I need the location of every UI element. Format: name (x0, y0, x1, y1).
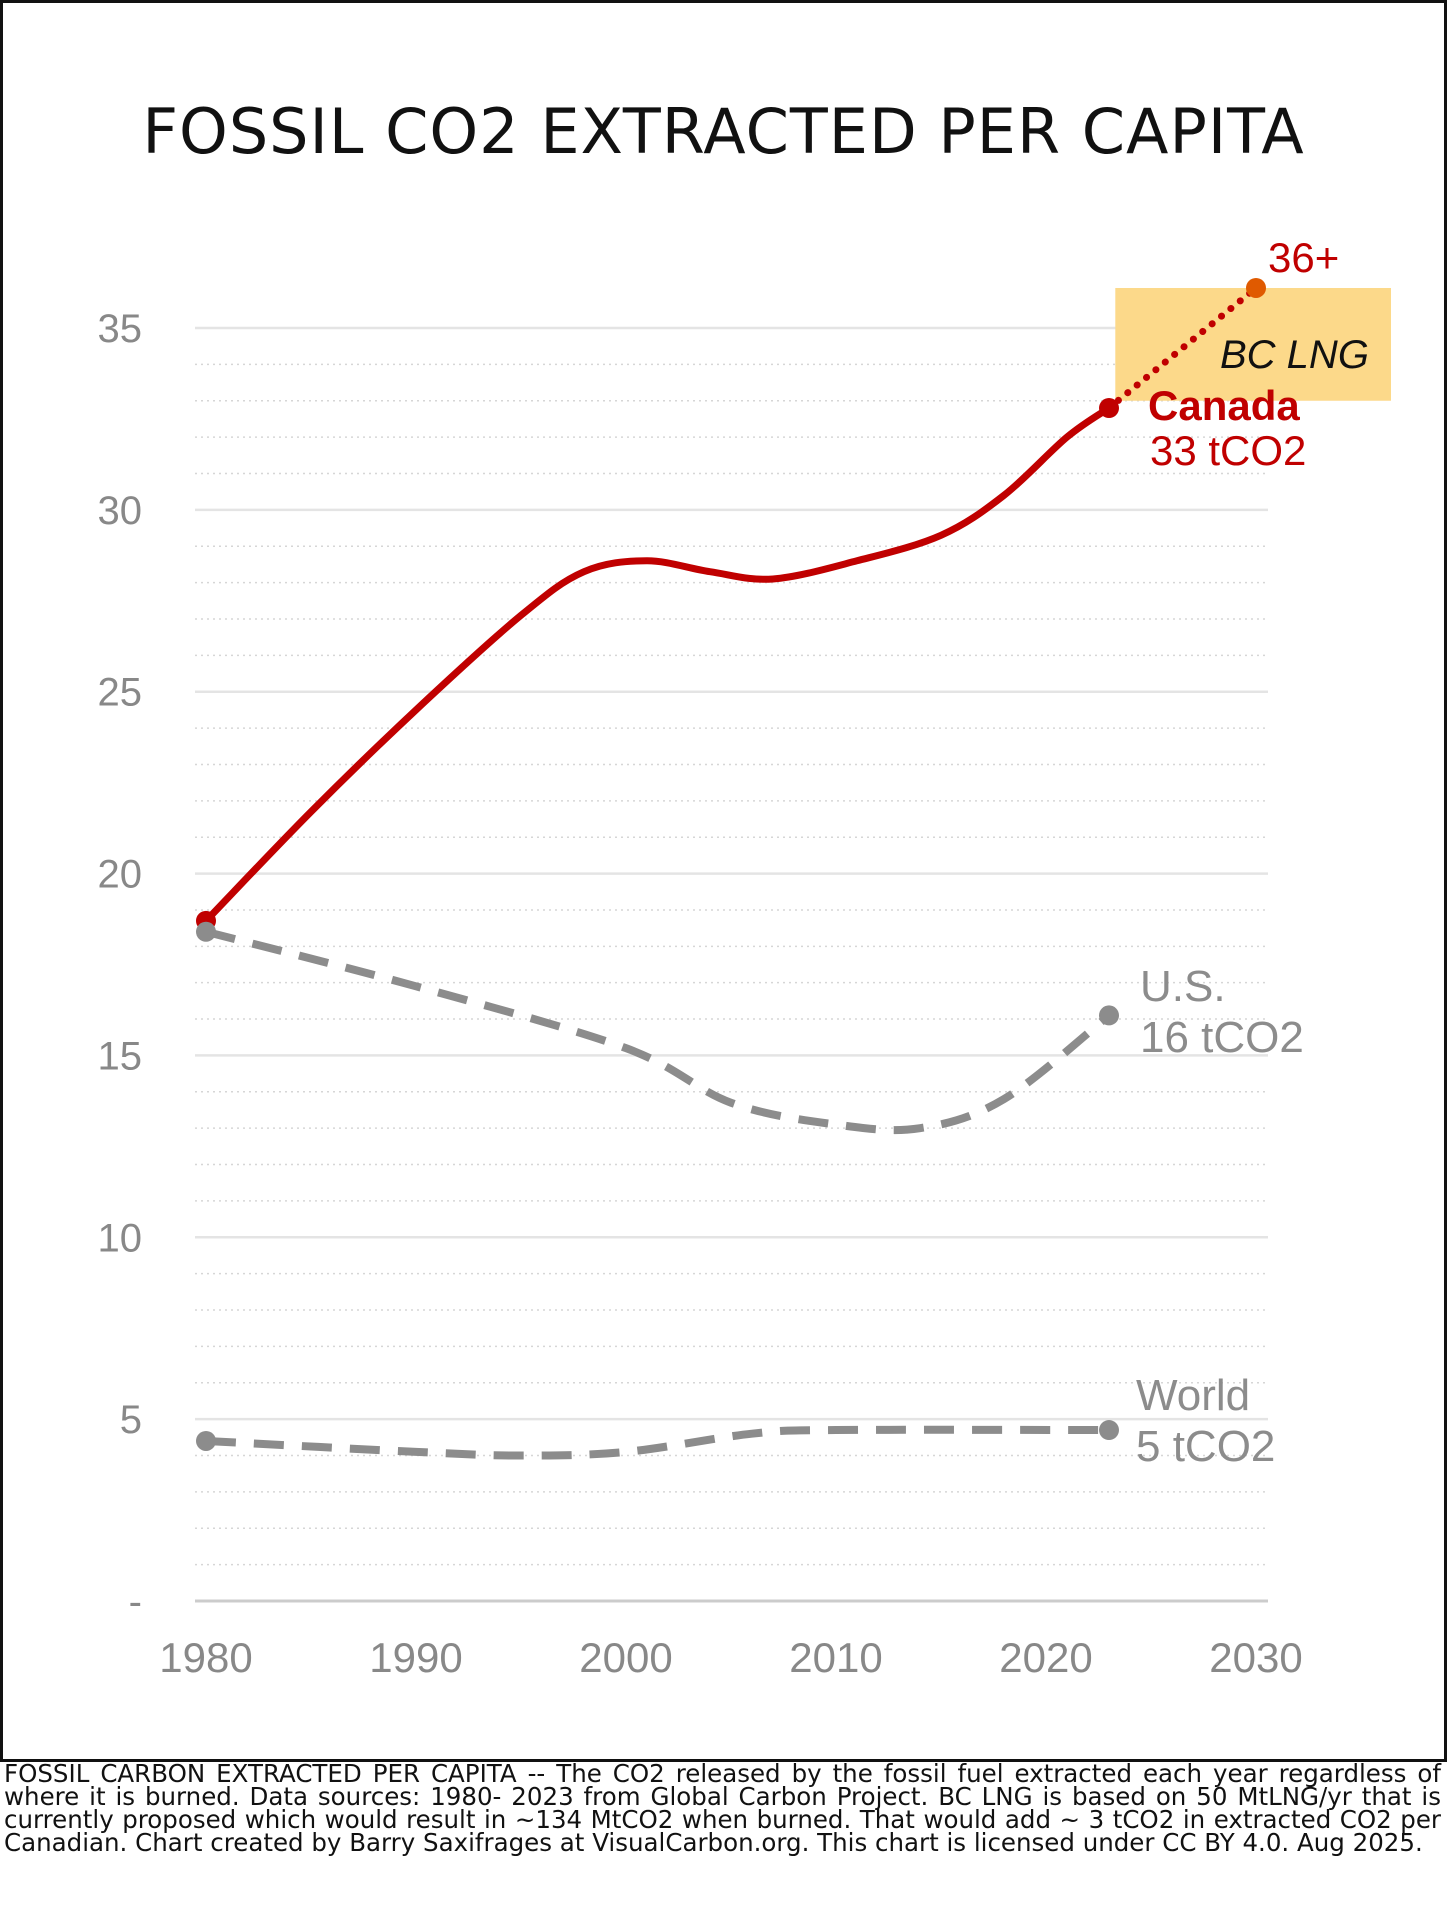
series-label-canada: Canada (1148, 382, 1300, 429)
series-layer (196, 277, 1266, 1460)
projection-end-marker (1246, 277, 1266, 298)
axis-labels: - 5 10 15 20 25 30 35 1980 1990 2000 2010 2020 2030 (98, 307, 1303, 1681)
y-tick-label: 25 (98, 671, 143, 715)
projection-line (1105, 284, 1260, 412)
series-end-marker-world (1099, 1420, 1119, 1441)
y-tick-label: 35 (98, 307, 143, 351)
series-value-world: 5 tCO2 (1136, 1422, 1275, 1471)
y-tick-label: 20 (98, 853, 143, 897)
series-line-canada (202, 404, 1113, 925)
series-line-world (205, 1425, 1110, 1460)
x-tick-label: 1990 (369, 1634, 462, 1681)
projection-box-layer (1115, 287, 1391, 401)
gridlines (195, 326, 1268, 1603)
series-end-marker-u-s (1099, 1005, 1119, 1026)
chart-plot: - 5 10 15 20 25 30 35 1980 1990 2000 2010 2020 2030 3… (98, 234, 1391, 1681)
x-tick-label: 2010 (789, 1634, 882, 1681)
y-tick-label: 30 (98, 489, 143, 533)
series-value-canada: 33 tCO2 (1150, 427, 1306, 474)
chart-title: FOSSIL CO2 EXTRACTED PER CAPITA (142, 95, 1305, 168)
series-start-marker-u-s (196, 921, 216, 942)
series-label-us: U.S. (1140, 962, 1226, 1011)
x-tick-label: 2000 (579, 1634, 672, 1681)
projection-end-label: 36+ (1268, 234, 1339, 281)
y-tick-label: 15 (98, 1034, 143, 1078)
x-tick-label: 2030 (1209, 1634, 1302, 1681)
x-tick-label: 1980 (159, 1634, 252, 1681)
series-value-us: 16 tCO2 (1140, 1013, 1304, 1062)
y-tick-label: 5 (120, 1398, 142, 1442)
projection-label: BC LNG (1220, 333, 1369, 377)
series-label-world: World (1136, 1371, 1250, 1420)
projection-highlight-box (1115, 287, 1391, 401)
y-tick-label: 10 (98, 1216, 143, 1260)
x-tick-label: 2020 (999, 1634, 1092, 1681)
y-tick-label: - (129, 1580, 142, 1624)
series-line-u-s (204, 927, 1112, 1135)
series-start-marker-world (196, 1430, 216, 1451)
chart-caption: FOSSIL CARBON EXTRACTED PER CAPITA -- Th… (4, 1759, 1441, 1857)
